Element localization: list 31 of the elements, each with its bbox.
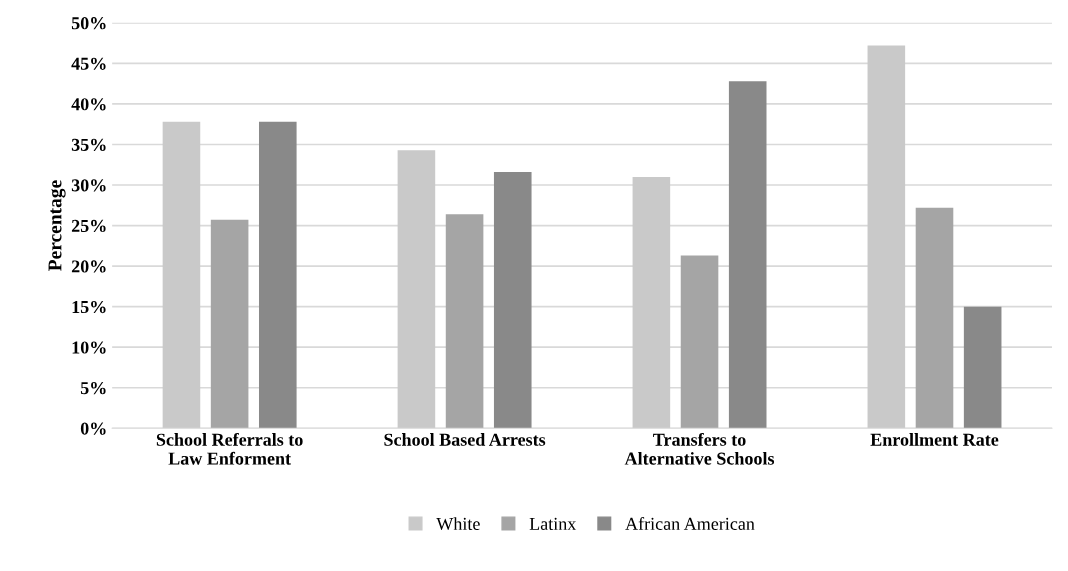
- bar: [632, 176, 671, 429]
- bar: [445, 214, 484, 429]
- y-tick-label: 50%: [71, 17, 106, 30]
- legend-label: African American: [625, 517, 755, 530]
- legend-label: White: [436, 517, 480, 531]
- bar: [915, 207, 954, 429]
- y-tick-label: 45%: [71, 57, 106, 70]
- bar: [258, 121, 297, 429]
- bar: [867, 45, 906, 429]
- y-tick-label: 40%: [71, 98, 106, 111]
- bar: [680, 255, 719, 429]
- x-tick-label: School Based Arrests: [384, 433, 546, 446]
- bar: [963, 306, 1002, 429]
- y-tick-label: 10%: [72, 341, 106, 354]
- y-tick-label: 0%: [80, 422, 106, 435]
- y-tick-label: 20%: [71, 260, 106, 273]
- x-tick-label: Transfers to Alternative Schools: [624, 432, 775, 465]
- bar: [493, 172, 532, 429]
- y-tick-label: 15%: [72, 300, 106, 314]
- y-tick-label: 5%: [80, 381, 106, 395]
- bar: [728, 81, 767, 429]
- bar: [210, 219, 249, 429]
- bar: [397, 150, 436, 429]
- legend-label: Latinx: [529, 517, 577, 530]
- bar: [162, 121, 201, 429]
- y-tick-label: 35%: [71, 138, 106, 151]
- y-tick-label: 25%: [71, 219, 106, 233]
- y-tick-label: 30%: [71, 179, 106, 192]
- x-tick-label: Enrollment Rate: [870, 433, 999, 446]
- x-tick-label: School Referrals to Law Enforment: [156, 432, 303, 465]
- y-axis-title: Percentage: [48, 180, 66, 271]
